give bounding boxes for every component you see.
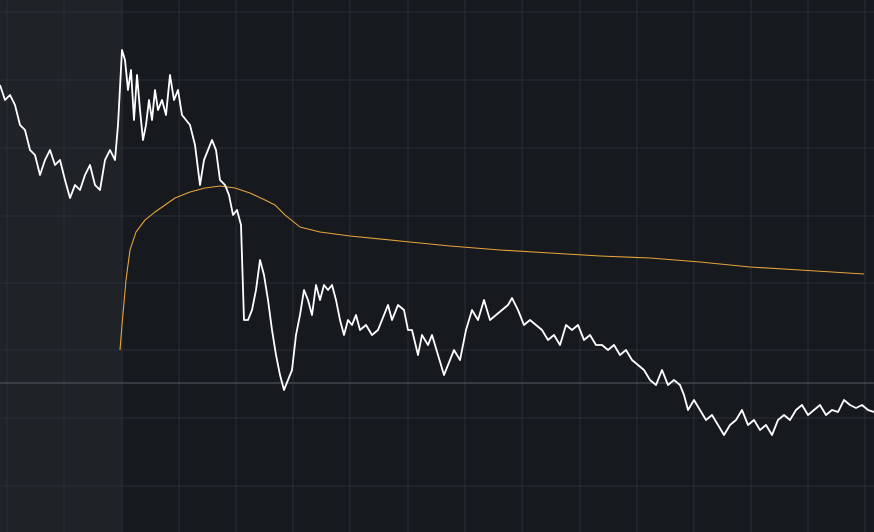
- shaded-region: [0, 0, 122, 532]
- series-line: [119, 185, 865, 351]
- series-line: [0, 49, 874, 436]
